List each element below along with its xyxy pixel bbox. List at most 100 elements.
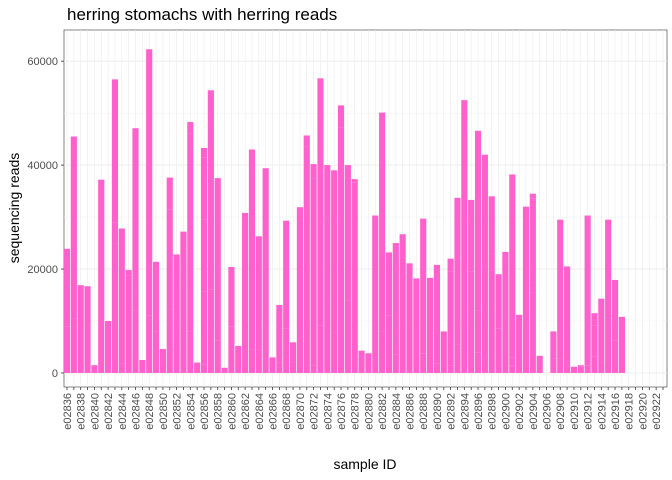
bar-segment bbox=[310, 365, 317, 373]
bar-segment bbox=[248, 349, 256, 373]
x-tick-label: e02862 bbox=[240, 393, 252, 430]
bar-segment bbox=[200, 291, 208, 365]
bar-segment bbox=[173, 319, 180, 373]
bar-segment bbox=[166, 177, 173, 210]
x-tick-label: e02908 bbox=[555, 393, 567, 430]
bar-segment bbox=[200, 157, 208, 220]
bar-segment bbox=[420, 218, 427, 354]
x-tick-label: e02912 bbox=[583, 393, 595, 430]
bar-segment bbox=[262, 168, 269, 359]
x-tick-label: e02884 bbox=[391, 393, 403, 430]
bar-segment bbox=[180, 231, 187, 269]
bar-segment bbox=[358, 350, 365, 373]
bar-segment bbox=[598, 298, 605, 363]
bar-segment bbox=[228, 326, 235, 373]
bar-segment bbox=[125, 275, 132, 373]
bar-segment bbox=[406, 263, 413, 373]
bar-segment bbox=[426, 277, 434, 373]
bar-segment bbox=[262, 358, 269, 373]
bar-segment bbox=[433, 363, 441, 373]
x-tick-label: e02878 bbox=[350, 393, 362, 430]
chart-title: herring stomachs with herring reads bbox=[67, 5, 337, 24]
x-tick-label: e02890 bbox=[432, 393, 444, 430]
bar-segment bbox=[474, 130, 482, 311]
x-tick-label: e02898 bbox=[487, 393, 499, 430]
x-tick-label: e02920 bbox=[637, 393, 649, 430]
bar-segment bbox=[310, 178, 317, 366]
x-tick-label: e02916 bbox=[610, 393, 622, 430]
x-tick-label: e02922 bbox=[651, 393, 663, 430]
bar-segment bbox=[564, 361, 571, 373]
x-tick-label: e02904 bbox=[528, 393, 540, 430]
x-tick-label: e02866 bbox=[268, 393, 280, 430]
bar-segment bbox=[550, 358, 557, 373]
bar-segment bbox=[557, 219, 564, 359]
x-tick-label: e02846 bbox=[131, 393, 143, 430]
bar-segment bbox=[344, 165, 351, 301]
y-tick-label: 40000 bbox=[27, 160, 58, 172]
bar-segment bbox=[187, 321, 194, 332]
bar-segment bbox=[440, 331, 447, 373]
bar-segment bbox=[166, 309, 173, 373]
x-tick-label: e02874 bbox=[322, 393, 334, 430]
x-tick-label: e02844 bbox=[117, 393, 129, 430]
x-tick-label: e02872 bbox=[309, 393, 321, 430]
bar-segment bbox=[488, 253, 495, 271]
bar-segment bbox=[344, 346, 351, 373]
bar-segment bbox=[488, 196, 495, 254]
bar-segment bbox=[317, 361, 324, 373]
bar-segment bbox=[118, 228, 125, 364]
bar-segment bbox=[495, 274, 502, 329]
bar-segment bbox=[63, 326, 71, 373]
bar-segment bbox=[200, 147, 208, 158]
bar-segment bbox=[502, 251, 509, 373]
bar-segment bbox=[570, 366, 578, 373]
bar-segment bbox=[303, 214, 310, 373]
bar-segment bbox=[207, 90, 214, 290]
bar-segment bbox=[228, 266, 235, 327]
bar-segment bbox=[598, 362, 605, 373]
bar-segment bbox=[550, 331, 557, 359]
bar-segment bbox=[324, 165, 331, 218]
bar-segment bbox=[331, 332, 338, 373]
bar-segment bbox=[152, 261, 160, 270]
x-tick-label: e02902 bbox=[514, 393, 526, 430]
bar-segment bbox=[84, 286, 91, 349]
bar-segment bbox=[283, 328, 290, 373]
bar-segment bbox=[433, 264, 441, 364]
bar-segment bbox=[242, 361, 249, 373]
bar-segment bbox=[146, 49, 153, 316]
bar-segment bbox=[385, 252, 393, 316]
x-tick-label: e02858 bbox=[213, 393, 225, 430]
bar-segment bbox=[111, 222, 119, 244]
x-tick-label: e02886 bbox=[405, 393, 417, 430]
bar-segment bbox=[454, 344, 461, 373]
bar-segment bbox=[317, 325, 324, 362]
bar-segment bbox=[173, 254, 180, 320]
bar-segment bbox=[152, 331, 160, 373]
bar-segment bbox=[509, 365, 516, 373]
x-tick-label: e02888 bbox=[418, 393, 430, 430]
bar-segment bbox=[180, 268, 187, 283]
bar-segment bbox=[152, 269, 160, 332]
x-tick-label: e02848 bbox=[144, 393, 156, 430]
x-tick-label: e02850 bbox=[158, 393, 170, 430]
bar-segment bbox=[235, 345, 242, 373]
bar-segment bbox=[461, 100, 468, 373]
bar-segment bbox=[132, 310, 139, 373]
bar-segment bbox=[324, 217, 331, 309]
bar-segment bbox=[413, 278, 420, 373]
bar-segment bbox=[166, 209, 173, 310]
x-tick-label: e02918 bbox=[624, 393, 636, 430]
bar-segment bbox=[70, 318, 77, 373]
bar-segment bbox=[248, 149, 256, 350]
bar-segment bbox=[111, 79, 119, 223]
x-tick-label: e02892 bbox=[446, 393, 458, 430]
bar-segment bbox=[474, 310, 482, 353]
bar-segment bbox=[529, 193, 536, 199]
bar-segment bbox=[200, 364, 208, 373]
bar-segment bbox=[132, 293, 139, 311]
bar-segment bbox=[557, 358, 564, 373]
bar-segment bbox=[351, 179, 358, 183]
